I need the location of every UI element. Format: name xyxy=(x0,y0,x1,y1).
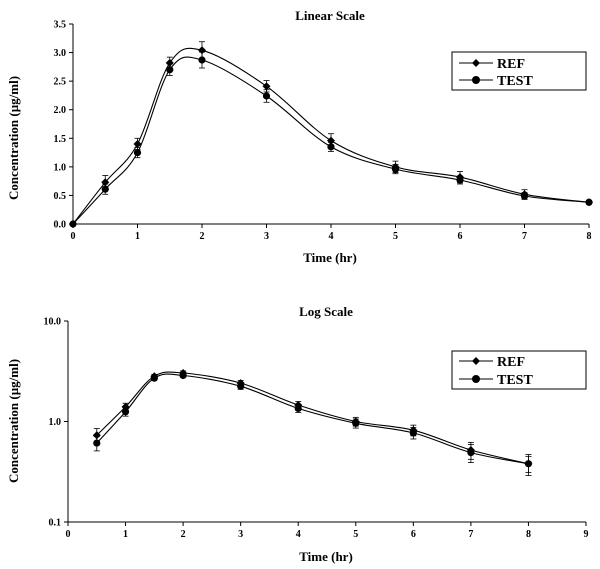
x-tick-label: 0 xyxy=(71,231,76,242)
series-line-ref xyxy=(96,371,529,465)
y-tick-label: 2.5 xyxy=(54,77,67,88)
data-point-test xyxy=(121,408,130,416)
y-tick-label: 2.0 xyxy=(54,105,67,116)
legend-label-test: TEST xyxy=(497,74,533,89)
data-point-test xyxy=(524,460,533,468)
data-point-test xyxy=(391,165,400,173)
y-tick-label: 0.5 xyxy=(54,191,67,202)
legend-label-ref: REF xyxy=(497,355,525,370)
data-point-test xyxy=(352,419,360,427)
x-tick-label: 7 xyxy=(468,529,473,540)
legend: REF TEST xyxy=(451,51,587,91)
legend-label-test: TEST xyxy=(497,373,533,388)
x-tick-label: 8 xyxy=(526,529,531,540)
data-point-test xyxy=(327,143,335,151)
legend-label-ref: REF xyxy=(497,57,525,72)
data-point-ref xyxy=(262,82,271,91)
data-point-test xyxy=(198,56,206,64)
data-point-test xyxy=(150,374,158,382)
x-tick-label: 6 xyxy=(458,231,463,242)
data-point-test xyxy=(520,192,529,200)
x-tick-label: 8 xyxy=(587,231,592,242)
legend-marker-test xyxy=(472,76,480,84)
x-tick-label: 5 xyxy=(353,529,358,540)
data-point-ref xyxy=(165,58,174,67)
legend: REF TEST xyxy=(451,350,587,390)
data-point-test xyxy=(585,198,593,206)
data-point-test xyxy=(467,449,475,457)
y-tick-label: 3.0 xyxy=(54,48,67,59)
x-tick-label: 4 xyxy=(296,529,301,540)
data-point-test xyxy=(179,371,187,380)
legend-marker-test xyxy=(472,375,480,383)
x-tick-label: 4 xyxy=(329,231,334,242)
data-point-test xyxy=(262,92,271,100)
x-tick-label: 2 xyxy=(181,529,186,540)
plot-area: 0 1 2 3 4 5 6 7 8 0.0 0.5 1.0 1.5 2.0 2.5 3.0 3.5 xyxy=(54,20,593,242)
x-tick-label: 3 xyxy=(238,529,243,540)
x-axis-label: Time (hr) xyxy=(303,250,357,265)
y-tick-label: 0.1 xyxy=(49,518,62,529)
legend-box xyxy=(451,350,587,390)
x-axis-label: Time (hr) xyxy=(299,549,353,564)
chart-title: Linear Scale xyxy=(295,8,365,23)
y-tick-label: 0.0 xyxy=(54,220,67,231)
data-point-test xyxy=(294,404,302,413)
series-line-test xyxy=(72,56,590,225)
legend-box xyxy=(451,51,587,91)
data-point-ref xyxy=(133,140,142,148)
x-tick-label: 1 xyxy=(135,231,140,242)
y-tick-label: 3.5 xyxy=(54,20,67,31)
x-tick-label: 9 xyxy=(584,529,589,540)
y-tick-label: 10.0 xyxy=(44,317,62,328)
data-point-test xyxy=(93,439,101,447)
x-tick-label: 0 xyxy=(66,529,71,540)
plot-area: 0 1 2 3 4 5 6 7 8 9 0.1 1.0 10.0 xyxy=(44,317,589,541)
data-point-test xyxy=(237,382,245,390)
data-point-ref xyxy=(92,431,101,440)
data-point-test xyxy=(133,148,142,157)
data-point-test xyxy=(456,176,464,184)
data-point-test xyxy=(166,66,174,74)
data-point-test xyxy=(101,185,109,193)
chart-title: Log Scale xyxy=(299,304,353,319)
x-tick-label: 3 xyxy=(264,231,269,242)
data-point-test xyxy=(69,220,77,228)
legend-marker-ref xyxy=(472,59,480,67)
x-tick-label: 5 xyxy=(393,231,398,242)
y-axis-label: Concentration (µg/ml) xyxy=(6,76,21,200)
y-tick-label: 1.0 xyxy=(49,417,62,428)
data-point-test xyxy=(409,429,417,437)
legend-marker-ref xyxy=(472,357,480,365)
linear-chart: Linear Scale Concentration (µg/ml) Time … xyxy=(6,8,593,265)
y-tick-label: 1.0 xyxy=(54,162,67,173)
series-line-ref xyxy=(72,47,590,225)
series-line-test xyxy=(96,373,529,465)
x-tick-label: 2 xyxy=(200,231,205,242)
x-tick-label: 6 xyxy=(411,529,416,540)
x-tick-label: 7 xyxy=(522,231,527,242)
y-axis-label: Concentration (µg/ml) xyxy=(6,359,21,483)
log-chart: Log Scale Concentration (µg/ml) Time (hr… xyxy=(6,304,589,564)
y-tick-label: 1.5 xyxy=(54,134,67,145)
x-tick-label: 1 xyxy=(123,529,128,540)
